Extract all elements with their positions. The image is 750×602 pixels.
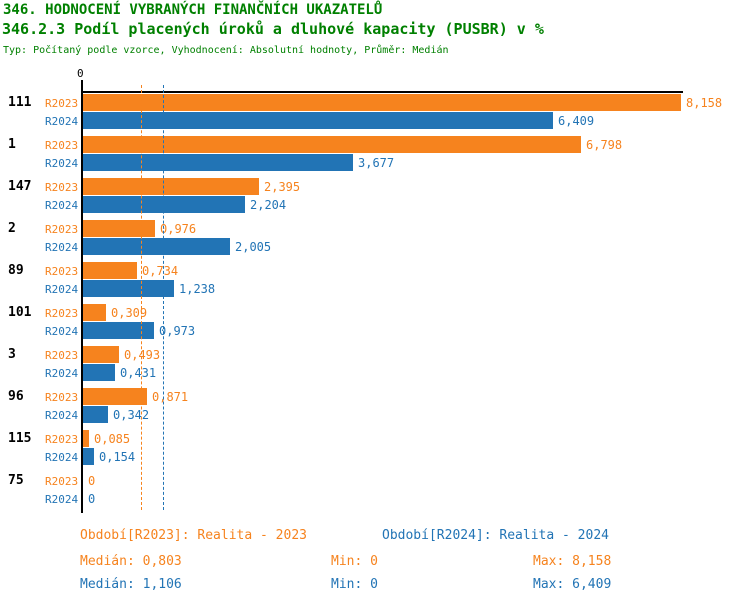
series-row-label-r2024: R2024 <box>45 493 79 506</box>
category-label: 147 <box>8 179 32 194</box>
bar-r2024 <box>83 196 245 213</box>
legend-period-r2024: Období[R2024]: Realita - 2024 <box>382 528 609 543</box>
series-row-label-r2023: R2023 <box>45 391 79 404</box>
bar-r2024 <box>83 280 174 297</box>
bar-value-label: 0,734 <box>142 264 179 278</box>
series-row-label-r2023: R2023 <box>45 433 79 446</box>
series-row-label-r2024: R2024 <box>45 409 79 422</box>
series-row-label-r2023: R2023 <box>45 349 79 362</box>
series-row-label-r2023: R2023 <box>45 307 79 320</box>
chart-title: 346.2.3 Podíl placených úroků a dluhové … <box>2 20 544 38</box>
series-row-label-r2023: R2023 <box>45 181 79 194</box>
series-row-label-r2023: R2023 <box>45 97 79 110</box>
series-row-label-r2024: R2024 <box>45 283 79 296</box>
category-label: 111 <box>8 95 32 110</box>
bar-value-label: 1,238 <box>179 282 216 296</box>
bar-value-label: 0,085 <box>94 432 131 446</box>
series-row-label-r2024: R2024 <box>45 157 79 170</box>
bar-r2023 <box>83 220 155 237</box>
category-label: 96 <box>8 389 24 404</box>
stat-median-r2023: Medián: 0,803 <box>80 554 182 569</box>
bar-value-label: 2,005 <box>235 240 272 254</box>
bar-value-label: 2,395 <box>264 180 301 194</box>
bar-value-label: 6,798 <box>586 138 623 152</box>
stat-min-r2024: Min: 0 <box>331 577 378 592</box>
category-label: 1 <box>8 137 16 152</box>
bar-r2023 <box>83 136 581 153</box>
bar-r2024 <box>83 238 230 255</box>
bar-value-label: 0 <box>88 474 96 488</box>
bar-r2024 <box>83 154 353 171</box>
bar-r2023 <box>83 304 106 321</box>
legend-period-r2023: Období[R2023]: Realita - 2023 <box>80 528 307 543</box>
category-label: 89 <box>8 263 24 278</box>
bar-value-label: 0,154 <box>99 450 136 464</box>
stat-max-r2023: Max: 8,158 <box>533 554 612 569</box>
chart-subtitle-type-line: Typ: Počítaný podle vzorce, Vyhodnocení:… <box>3 45 449 56</box>
report-title: 346. HODNOCENÍ VYBRANÝCH FINANČNÍCH UKAZ… <box>3 2 383 18</box>
category-label: 115 <box>8 431 32 446</box>
category-label: 3 <box>8 347 16 362</box>
x-axis-top-line <box>82 91 683 93</box>
bar-value-label: 0,309 <box>111 306 148 320</box>
category-label: 101 <box>8 305 32 320</box>
bar-r2024 <box>83 448 94 465</box>
bar-r2023 <box>83 388 147 405</box>
axis-zero-tick-label: 0 <box>77 67 84 80</box>
bar-value-label: 8,158 <box>686 96 723 110</box>
bar-value-label: 2,204 <box>250 198 287 212</box>
bar-r2024 <box>83 364 115 381</box>
bar-value-label: 0,342 <box>113 408 150 422</box>
bar-value-label: 3,677 <box>358 156 395 170</box>
bar-r2024 <box>83 112 553 129</box>
bar-r2023 <box>83 94 681 111</box>
y-axis-line <box>81 80 83 513</box>
stat-min-r2023: Min: 0 <box>331 554 378 569</box>
series-row-label-r2023: R2023 <box>45 475 79 488</box>
category-label: 75 <box>8 473 24 488</box>
series-row-label-r2024: R2024 <box>45 199 79 212</box>
stat-max-r2024: Max: 6,409 <box>533 577 612 592</box>
bar-value-label: 6,409 <box>558 114 595 128</box>
series-row-label-r2023: R2023 <box>45 265 79 278</box>
bar-r2024 <box>83 406 108 423</box>
series-row-label-r2024: R2024 <box>45 115 79 128</box>
bar-value-label: 0 <box>88 492 96 506</box>
series-row-label-r2024: R2024 <box>45 241 79 254</box>
bar-r2023 <box>83 262 137 279</box>
bar-r2023 <box>83 430 89 447</box>
series-row-label-r2023: R2023 <box>45 223 79 236</box>
series-row-label-r2024: R2024 <box>45 325 79 338</box>
series-row-label-r2024: R2024 <box>45 451 79 464</box>
median-r2023-reference-line <box>141 85 142 510</box>
bar-r2023 <box>83 178 259 195</box>
bar-value-label: 0,431 <box>120 366 157 380</box>
series-row-label-r2023: R2023 <box>45 139 79 152</box>
stat-median-r2024: Medián: 1,106 <box>80 577 182 592</box>
median-r2024-reference-line <box>163 85 164 510</box>
bar-r2023 <box>83 346 119 363</box>
series-row-label-r2024: R2024 <box>45 367 79 380</box>
bar-r2024 <box>83 322 154 339</box>
bar-value-label: 0,973 <box>159 324 196 338</box>
bar-value-label: 0,871 <box>152 390 189 404</box>
category-label: 2 <box>8 221 16 236</box>
bar-value-label: 0,976 <box>160 222 197 236</box>
bar-value-label: 0,493 <box>124 348 161 362</box>
